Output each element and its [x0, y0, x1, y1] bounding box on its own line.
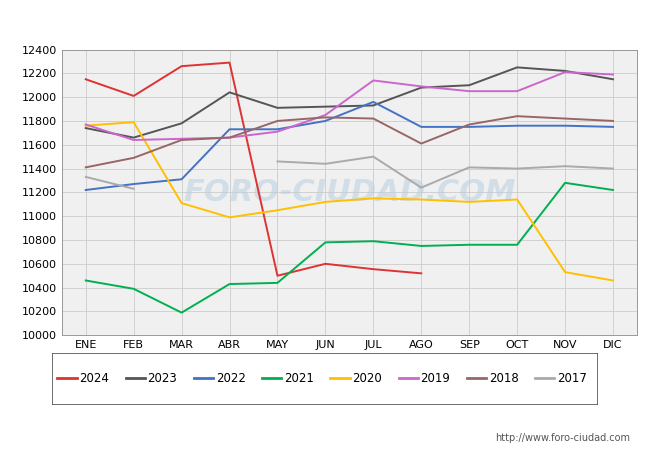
- Text: 2021: 2021: [284, 372, 314, 385]
- Text: FORO-CIUDAD.COM: FORO-CIUDAD.COM: [183, 178, 515, 207]
- Text: Afiliados en Manises a 31/8/2024: Afiliados en Manises a 31/8/2024: [176, 14, 474, 33]
- Text: 2023: 2023: [148, 372, 177, 385]
- Text: 2020: 2020: [352, 372, 382, 385]
- Text: 2018: 2018: [489, 372, 519, 385]
- FancyBboxPatch shape: [52, 353, 598, 405]
- Text: 2017: 2017: [557, 372, 587, 385]
- Text: 2024: 2024: [79, 372, 109, 385]
- Text: http://www.foro-ciudad.com: http://www.foro-ciudad.com: [495, 433, 630, 443]
- Text: 2022: 2022: [216, 372, 246, 385]
- Text: 2019: 2019: [421, 372, 450, 385]
